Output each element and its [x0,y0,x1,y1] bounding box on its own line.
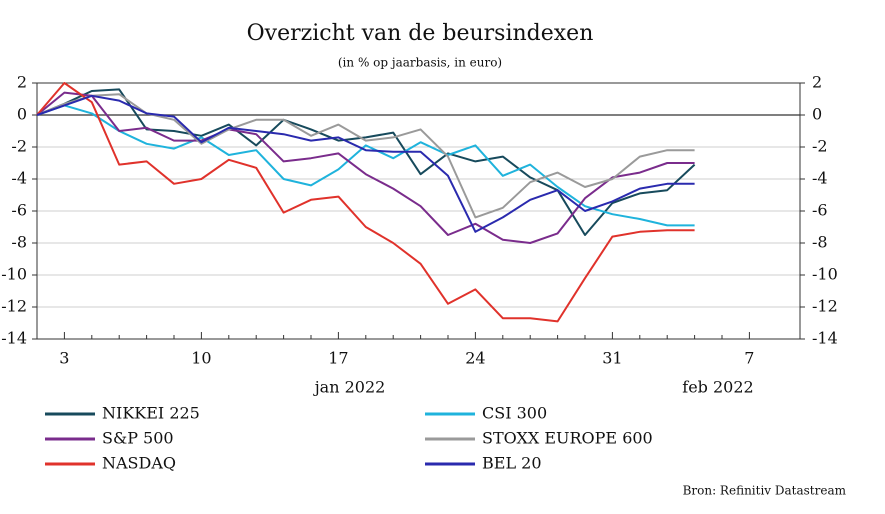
legend-label: NASDAQ [102,454,176,473]
y2-tick-label: -14 [812,329,838,348]
plot-frame [36,82,801,340]
y-tick-label: -6 [11,201,27,220]
y-tick-label: 0 [17,105,27,124]
y2-tick-label: -8 [812,233,828,252]
x-tick-label: 3 [59,349,69,368]
legend-label: BEL 20 [482,454,542,473]
y-tick-label: -14 [1,329,27,348]
y2-tick-label: -4 [812,169,828,188]
chart-title: Overzicht van de beursindexen [247,21,594,46]
y2-tick-label: -10 [812,265,838,284]
legend-label: STOXX EUROPE 600 [482,429,653,448]
y2-tick-label: 2 [812,73,822,92]
series-line [36,88,696,236]
x-tick-label: 17 [328,349,348,368]
series-line [36,104,695,227]
y-tick-label: -8 [11,233,27,252]
series-line [36,94,695,233]
y2-tick-label: -6 [812,201,828,220]
series-line [36,91,695,244]
y2-tick-label: -2 [812,137,828,156]
period-label: jan 2022 [313,378,386,397]
y-tick-label: 2 [17,73,27,92]
legend-label: S&P 500 [102,429,174,448]
series-line [36,82,695,323]
x-tick-label: 31 [602,349,622,368]
period-label: feb 2022 [682,378,753,397]
y-tick-label: -2 [11,137,27,156]
y-tick-label: -10 [1,265,27,284]
x-tick-label: 24 [465,349,485,368]
chart-subtitle: (in % op jaarbasis, in euro) [338,56,502,70]
x-tick-label: 10 [191,349,211,368]
legend-label: NIKKEI 225 [102,404,200,423]
x-tick-label: 7 [744,349,754,368]
y-tick-label: -12 [1,297,27,316]
source-note: Bron: Refinitiv Datastream [683,484,847,498]
y2-tick-label: -12 [812,297,838,316]
y-tick-label: -4 [11,169,27,188]
legend-label: CSI 300 [482,404,547,423]
y2-tick-label: 0 [812,105,822,124]
